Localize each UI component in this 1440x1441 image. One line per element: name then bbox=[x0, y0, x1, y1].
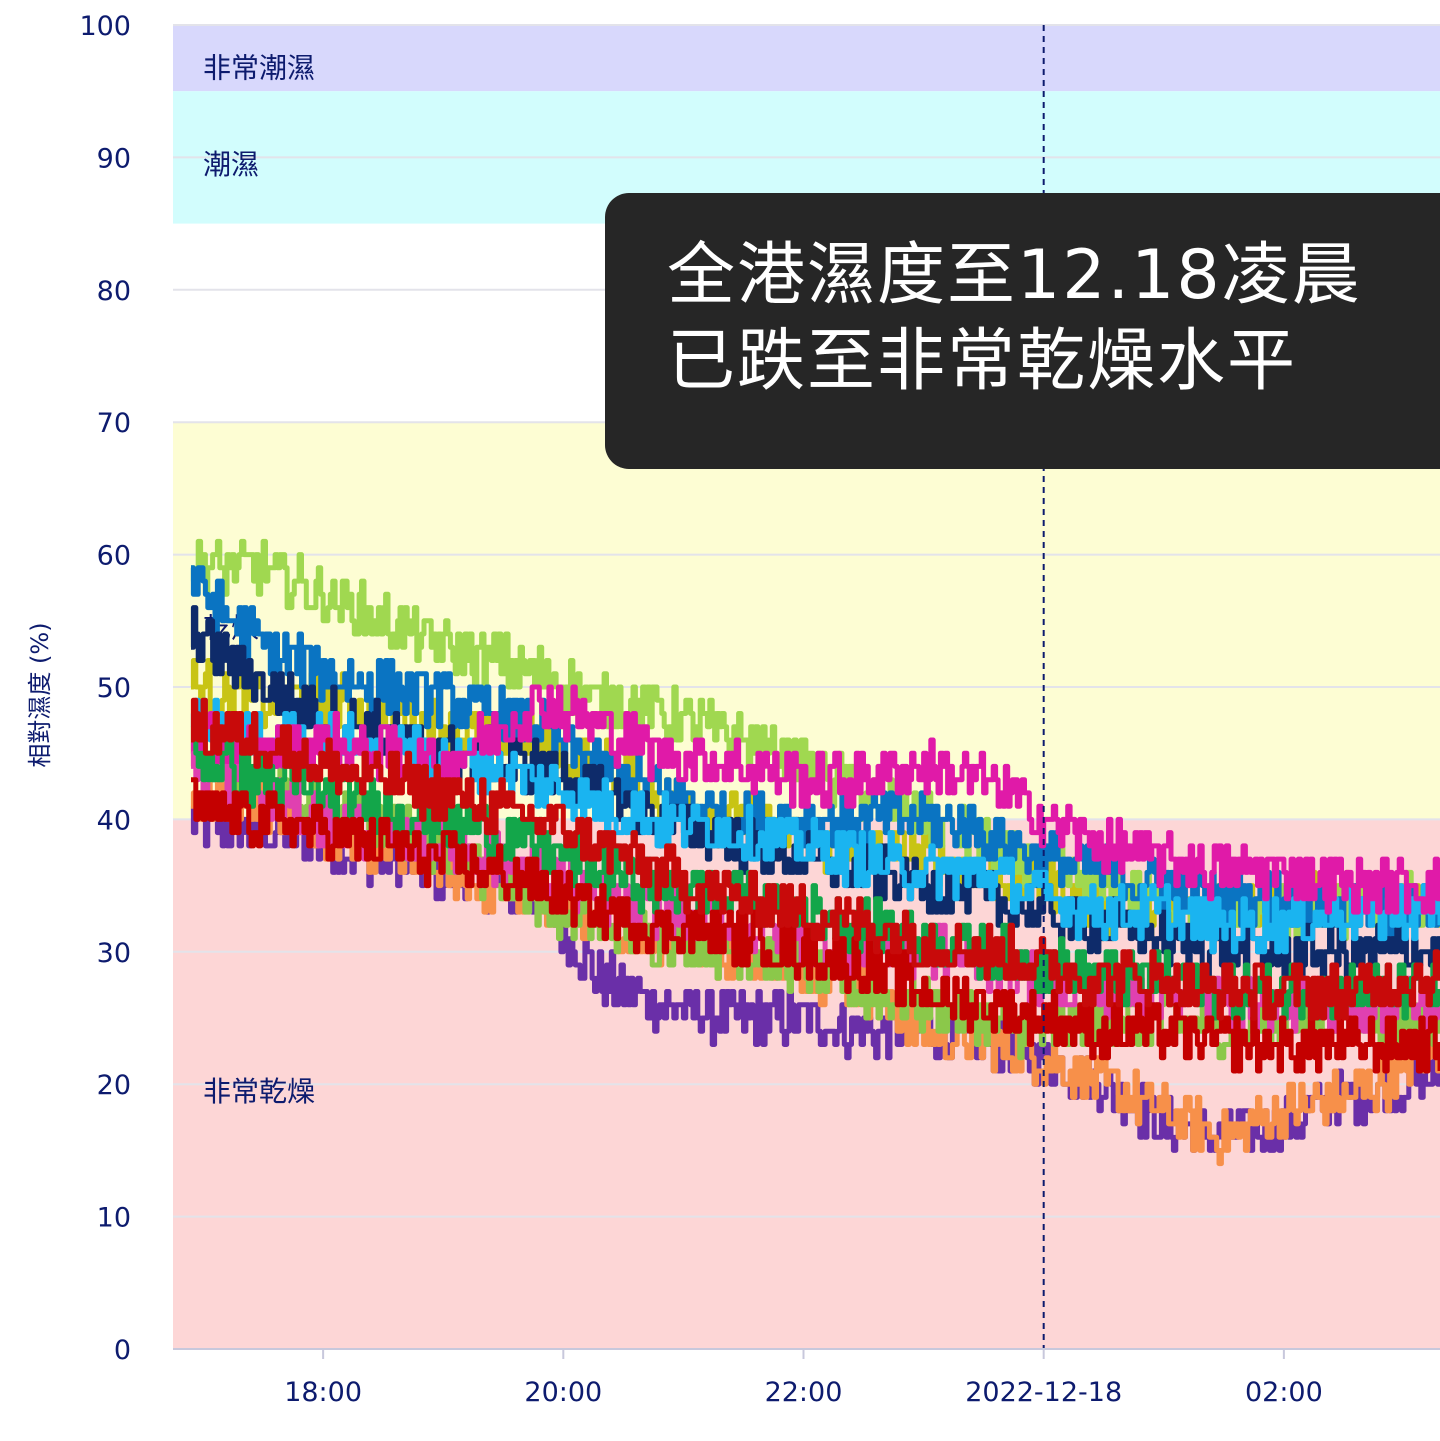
y-tick-0: 0 bbox=[114, 1335, 131, 1366]
x-tick-label-4: 02:00 bbox=[1245, 1377, 1323, 1408]
series-line-11 bbox=[190, 777, 1440, 1074]
x-tick-label-2: 22:00 bbox=[765, 1377, 843, 1408]
x-tick-label-0: 18:00 bbox=[284, 1377, 362, 1408]
band-0 bbox=[173, 25, 1440, 92]
x-tick-label-1: 20:00 bbox=[524, 1377, 602, 1408]
y-tick-90: 90 bbox=[97, 143, 131, 174]
y-tick-40: 40 bbox=[97, 805, 131, 836]
x-tick-label-3: 2022-12-18 bbox=[965, 1377, 1122, 1408]
y-tick-10: 10 bbox=[97, 1203, 131, 1234]
series-line-1 bbox=[190, 777, 1440, 1167]
x-axis-ticks: 18:00 20:00 22:00 2022-12-18 02:00 bbox=[284, 1349, 1323, 1408]
y-tick-60: 60 bbox=[97, 541, 131, 572]
callout-line-1: 全港濕度至12.18凌晨 bbox=[667, 236, 1362, 315]
callout-line-2: 已跌至非常乾燥水平 bbox=[667, 322, 1298, 401]
y-tick-100: 100 bbox=[79, 11, 131, 42]
y-axis-ticks: 0 10 20 30 40 50 60 70 80 90 100 bbox=[79, 11, 131, 1366]
band-label-1: 潮濕 bbox=[203, 148, 259, 181]
y-axis-label: 相對濕度 (%) bbox=[26, 622, 54, 767]
y-tick-30: 30 bbox=[97, 938, 131, 969]
band-label-0: 非常潮濕 bbox=[203, 51, 315, 84]
series-lines bbox=[190, 538, 1440, 1167]
series-line-12 bbox=[190, 697, 1440, 1021]
y-tick-50: 50 bbox=[97, 673, 131, 704]
headline-callout: 全港濕度至12.18凌晨 已跌至非常乾燥水平 bbox=[605, 193, 1440, 469]
y-tick-20: 20 bbox=[97, 1070, 131, 1101]
band-label-3: 非常乾燥 bbox=[203, 1075, 315, 1108]
y-tick-70: 70 bbox=[97, 408, 131, 439]
y-tick-80: 80 bbox=[97, 276, 131, 307]
